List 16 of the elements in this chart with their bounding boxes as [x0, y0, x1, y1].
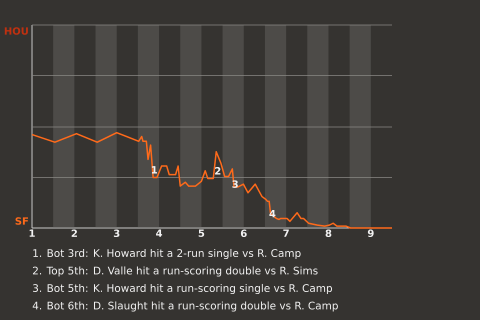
annotation: 2 [215, 167, 220, 174]
text: 3. Bot 5th: K. Howard hit a run-scoring single vs R. Camp [33, 284, 332, 294]
x-tick-label: 5 [198, 230, 204, 237]
x-tick-label: 2 [72, 230, 77, 237]
x-tick-label: 3 [114, 230, 120, 238]
text: 4. Bot 6th: D. Slaught hit a run-scoring double vs R. Camp [32, 301, 338, 312]
x-tick-label: 9 [368, 230, 374, 238]
x-tick-label: 8 [326, 230, 332, 238]
text: 2. Top 5th: D. Valle hit a run-scoring double vs R. Sims [32, 266, 318, 277]
x-tick-label: 6 [240, 230, 247, 238]
ref-line-label: HOU [4, 27, 28, 35]
x-tick-label: 4 [156, 230, 162, 237]
x-tick-label: 7 [283, 230, 289, 237]
x-tick-label: 1 [30, 230, 35, 237]
ref-line-label: SF [16, 217, 28, 225]
text: 1. Bot 3rd: K. Howard hit a 2-run single vs R. Camp [33, 248, 301, 260]
